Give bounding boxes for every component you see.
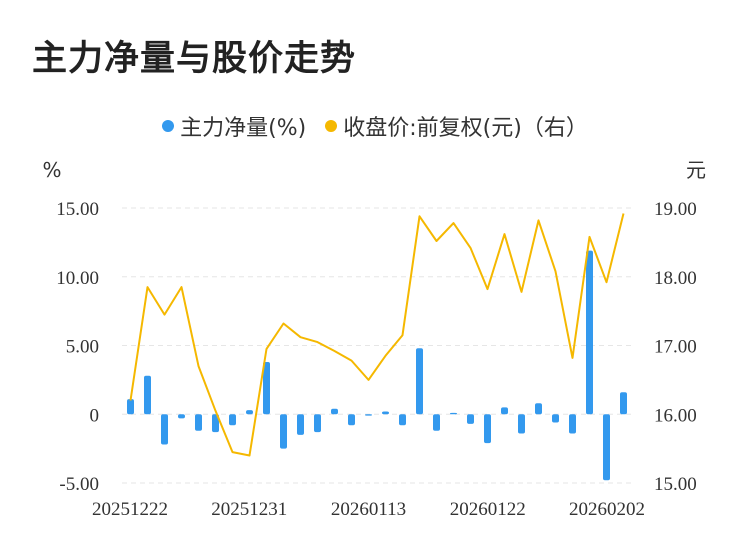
bar-4 xyxy=(195,414,202,431)
bar-19 xyxy=(450,412,457,415)
bar-5 xyxy=(212,414,219,433)
bar-21 xyxy=(484,414,491,444)
x-tick-label-1: 20251231 xyxy=(211,499,287,520)
left-tick-label-1: 0 xyxy=(90,405,100,426)
bar-26 xyxy=(569,414,576,434)
bar-17 xyxy=(416,348,423,415)
bar-11 xyxy=(314,414,321,433)
bar-22 xyxy=(501,407,508,415)
bar-16 xyxy=(399,414,406,426)
x-tick-label-0: 20251222 xyxy=(92,499,168,520)
left-tick-label-0: -5.00 xyxy=(59,474,99,495)
left-tick-label-3: 10.00 xyxy=(56,268,99,289)
legend-dot-net-flow xyxy=(162,120,175,132)
legend-label-close-price: 收盘价:前复权(元)（右） xyxy=(343,116,588,141)
right-tick-label-3: 18.00 xyxy=(654,268,697,289)
x-tick-label-2: 20260113 xyxy=(331,499,406,520)
bar-29 xyxy=(620,392,627,415)
bar-24 xyxy=(535,403,542,415)
bar-3 xyxy=(178,414,185,419)
bar-18 xyxy=(433,414,440,431)
right-tick-label-1: 16.00 xyxy=(654,405,697,426)
right-tick-label-2: 17.00 xyxy=(654,337,697,358)
bar-25 xyxy=(552,414,559,423)
left-tick-label-4: 15.00 xyxy=(56,199,99,220)
bar-15 xyxy=(382,411,389,415)
bar-6 xyxy=(229,414,236,426)
bar-27 xyxy=(586,250,593,415)
bar-20 xyxy=(467,414,474,424)
bar-2 xyxy=(161,414,168,445)
legend-label-net-flow: 主力净量(%) xyxy=(180,116,307,141)
legend-item-close-price[interactable]: 收盘价:前复权(元)（右） xyxy=(325,110,588,142)
x-tick-label-4: 20260202 xyxy=(569,499,645,520)
bar-28 xyxy=(603,414,610,481)
x-tick-label-3: 20260122 xyxy=(450,499,526,520)
legend: 主力净量(%) 收盘价:前复权(元)（右） xyxy=(0,110,750,142)
legend-dot-close-price xyxy=(325,120,338,132)
bar-12 xyxy=(331,408,338,415)
right-axis-unit: 元 xyxy=(686,158,706,182)
bar-0 xyxy=(127,399,134,415)
bar-9 xyxy=(280,414,287,449)
price-line xyxy=(129,213,625,457)
bar-8 xyxy=(263,362,270,415)
left-axis-unit: % xyxy=(42,158,61,182)
bar-14 xyxy=(365,414,372,416)
bar-1 xyxy=(144,375,151,415)
bar-23 xyxy=(518,414,525,434)
right-tick-label-4: 19.00 xyxy=(654,199,697,220)
bar-10 xyxy=(297,414,304,435)
left-tick-label-2: 5.00 xyxy=(66,337,99,358)
bar-13 xyxy=(348,414,355,426)
chart-title: 主力净量与股价走势 xyxy=(32,39,357,79)
bar-7 xyxy=(246,410,253,415)
right-tick-label-0: 15.00 xyxy=(654,474,697,495)
legend-item-net-flow[interactable]: 主力净量(%) xyxy=(162,110,306,142)
